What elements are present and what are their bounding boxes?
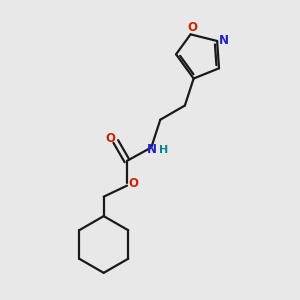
Text: O: O — [187, 21, 197, 34]
Text: O: O — [128, 177, 138, 190]
Text: N: N — [219, 34, 229, 47]
Text: H: H — [160, 145, 169, 155]
Text: O: O — [105, 132, 116, 145]
Text: N: N — [146, 142, 157, 156]
